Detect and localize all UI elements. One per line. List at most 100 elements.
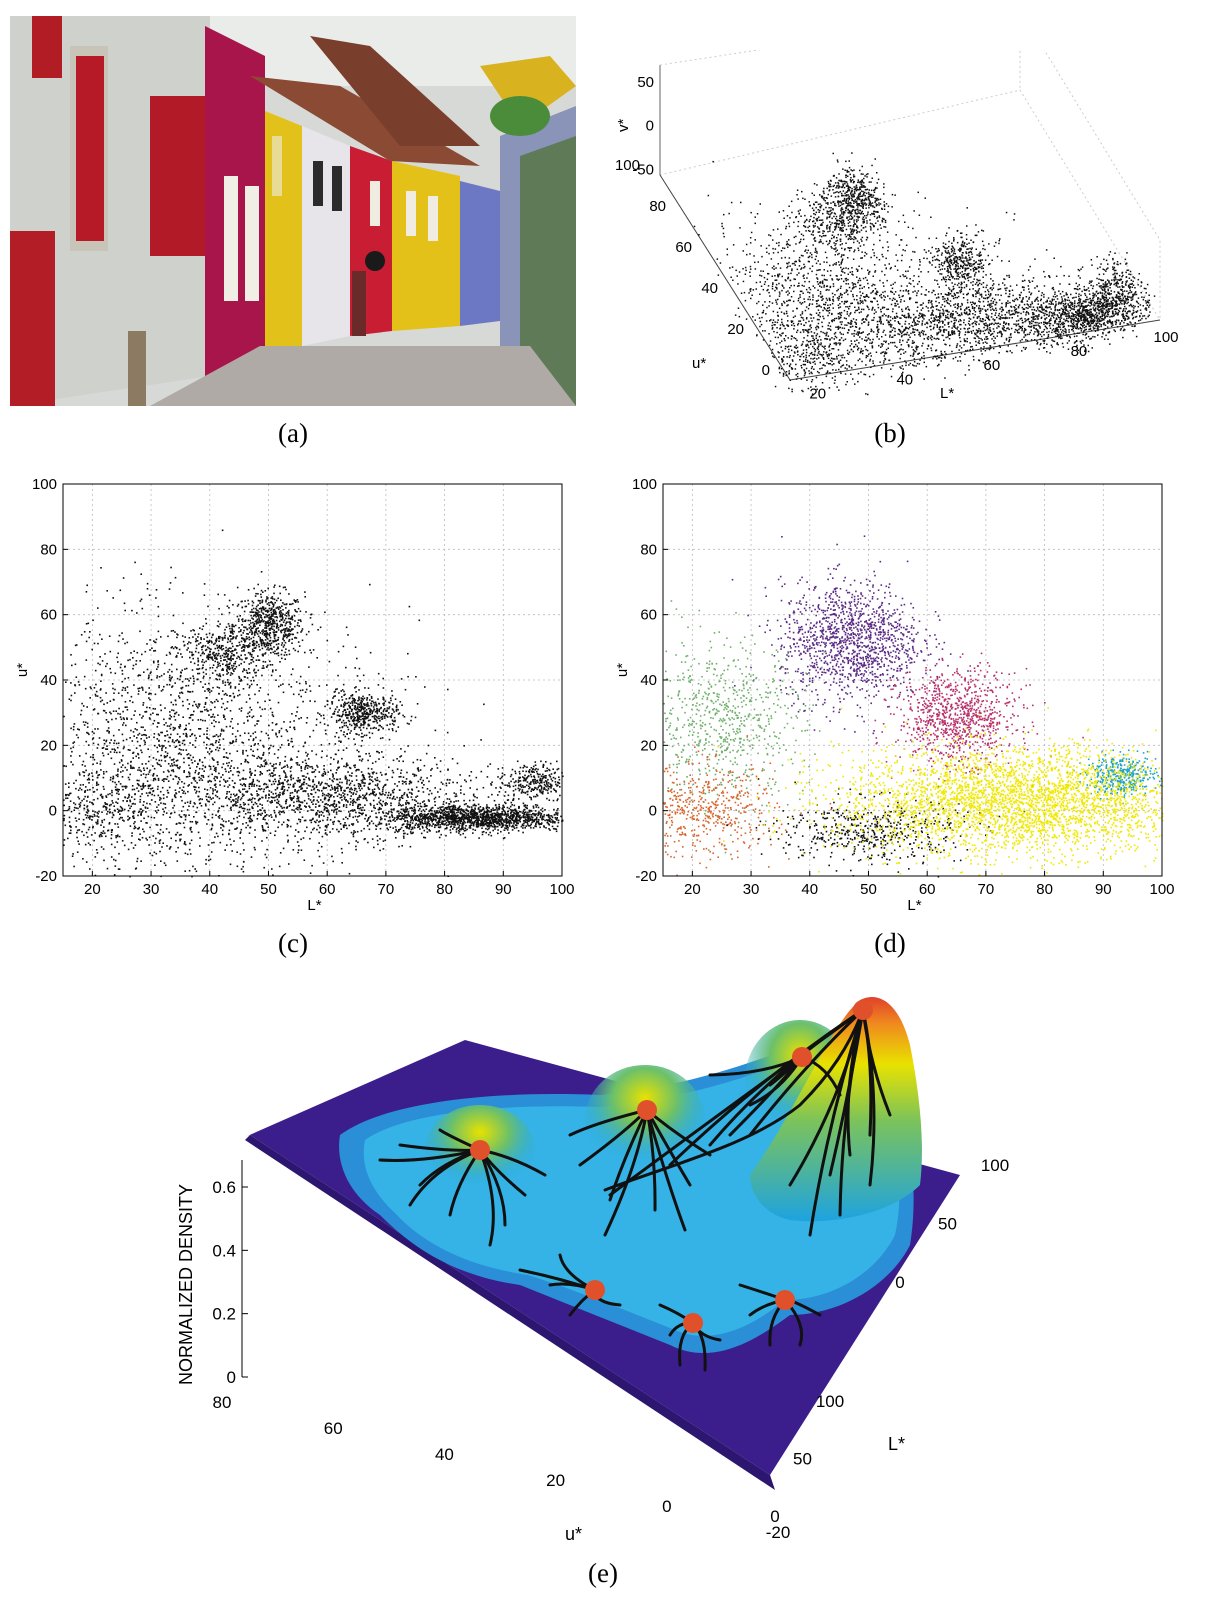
chart-b-point [840,274,842,276]
chart-b-point [808,296,811,298]
chart-b-point [920,331,922,334]
chart-b-point [1048,303,1050,305]
chart-b-point [800,303,803,305]
chart-b-point [1088,309,1090,312]
chart-b-point [873,284,876,286]
chart-b-point [968,320,970,322]
chart-b-point [1045,309,1047,312]
chart-b-point [888,321,890,324]
chart-b-point [945,247,947,250]
chart-b-point [832,152,834,155]
chart-b-point [1092,313,1094,315]
chart-b-point [1034,258,1036,260]
chart-b-point [827,202,829,204]
chart-b-point [1060,337,1062,340]
chart-b-point [872,194,875,196]
chart-b-point [828,207,830,209]
chart-b-point [1097,297,1099,299]
chart-b-point [860,348,863,350]
chart-b-point [953,259,955,261]
chart-b-point [1032,313,1034,316]
chart-b-point [1099,298,1102,300]
chart-b-point [1096,315,1099,317]
chart-b-point [992,335,995,338]
chart-b-point [951,275,953,277]
chart-b-point [857,249,860,252]
chart-b-point [946,261,948,263]
chart-b-point [1135,335,1138,338]
chart-b-point [839,214,842,216]
chart-b-point [993,340,995,342]
chart-b-point [949,258,952,261]
chart-b-point [1075,305,1078,308]
chart-b-point [801,343,804,345]
chart-b-point [912,227,914,230]
chart-b-point [781,275,783,278]
chart-b-point [877,220,879,222]
chart-b-point [964,270,966,272]
chart-b-point [1036,343,1038,345]
chart-b-point [1036,329,1038,331]
chart-b-point [858,231,861,233]
chart-b-point [1123,315,1125,318]
chart-b-point [809,288,812,291]
chart-b-point [839,215,841,217]
chart-b-point [989,329,991,331]
chart-b-point [973,337,976,339]
chart-b-point [781,289,783,292]
chart-b-point [857,231,859,233]
chart-b-point [1095,302,1098,304]
chart-b-point [948,294,950,296]
chart-b-point [966,293,968,296]
chart-b-point [974,290,977,292]
chart-b-point [861,210,863,213]
chart-b-point [1019,294,1021,297]
chart-b-point [830,270,832,272]
chart-b-point [918,352,920,354]
chart-b-point [835,243,837,245]
chart-b-point [837,361,840,363]
chart-b-point [1082,325,1084,327]
chart-b-point [972,313,974,315]
chart-b-point [1097,298,1099,301]
chart-b-point [1118,293,1121,295]
chart-b-point [1039,338,1042,341]
chart-b-point [1109,287,1111,289]
chart-b-point [823,284,825,287]
chart-b-point [1105,305,1107,307]
chart-b-point [1088,282,1091,284]
chart-b-point [868,271,870,274]
chart-b-point [801,389,803,392]
chart-b-point [1135,291,1137,293]
chart-b-point [805,288,808,291]
chart-b-point [871,212,873,215]
chart-b-point [838,173,840,175]
chart-b-point [1067,304,1070,306]
chart-b-point [902,371,904,374]
chart-b-point [1113,283,1115,286]
chart-b-point [829,240,831,243]
chart-b-point [947,332,950,334]
chart-b-point [809,230,811,232]
chart-b-point [793,278,795,280]
chart-b-point [969,342,971,344]
chart-b-point [823,286,825,288]
chart-b-point [979,294,981,296]
chart-b-point [848,195,850,198]
chart-b-point [774,248,777,250]
chart-b-point [1023,289,1025,291]
chart-b-point [1043,270,1045,273]
chart-b-point [984,297,986,300]
chart-b-point [903,334,905,336]
chart-b-point [1143,296,1145,299]
chart-b-point [931,264,933,266]
chart-b-point [967,260,969,262]
chart-b-point [966,337,968,340]
chart-b-point [1089,328,1092,330]
chart-b-point [826,279,828,281]
chart-b-point [1138,273,1140,275]
chart-b-point [1142,298,1145,301]
chart-b-point [1111,296,1114,299]
chart-b-point [881,221,884,223]
chart-b-point [1078,311,1081,314]
